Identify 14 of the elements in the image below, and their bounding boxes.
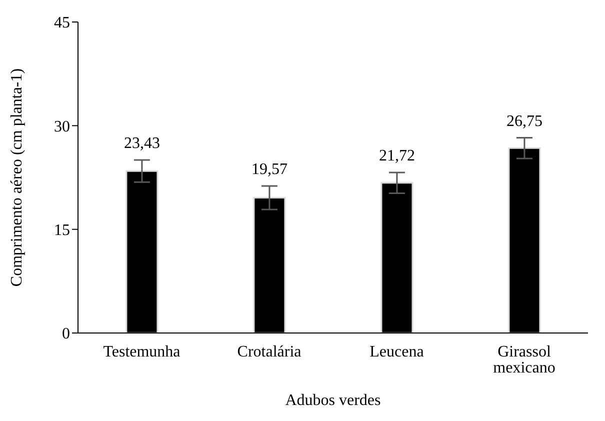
y-tick-label: 30 [54,118,70,136]
data-label: 19,57 [251,161,288,178]
y-tick-label: 15 [54,222,70,240]
x-axis-title: Adubos verdes [285,392,381,409]
x-tick-label: Crotalária [237,343,302,360]
y-tick-label: 45 [54,14,70,32]
x-tick-label: Girassol mexicano [493,343,556,376]
data-label: 21,72 [378,148,415,165]
y-tick-label: 0 [62,326,70,343]
data-label: 26,75 [506,112,542,130]
y-axis-title: Comprimento aéreo (cm planta-1) [8,68,26,287]
data-label: 23,43 [124,135,160,152]
x-tick-label: Leucena [370,343,424,360]
x-tick-label: Testemunha [103,343,180,360]
